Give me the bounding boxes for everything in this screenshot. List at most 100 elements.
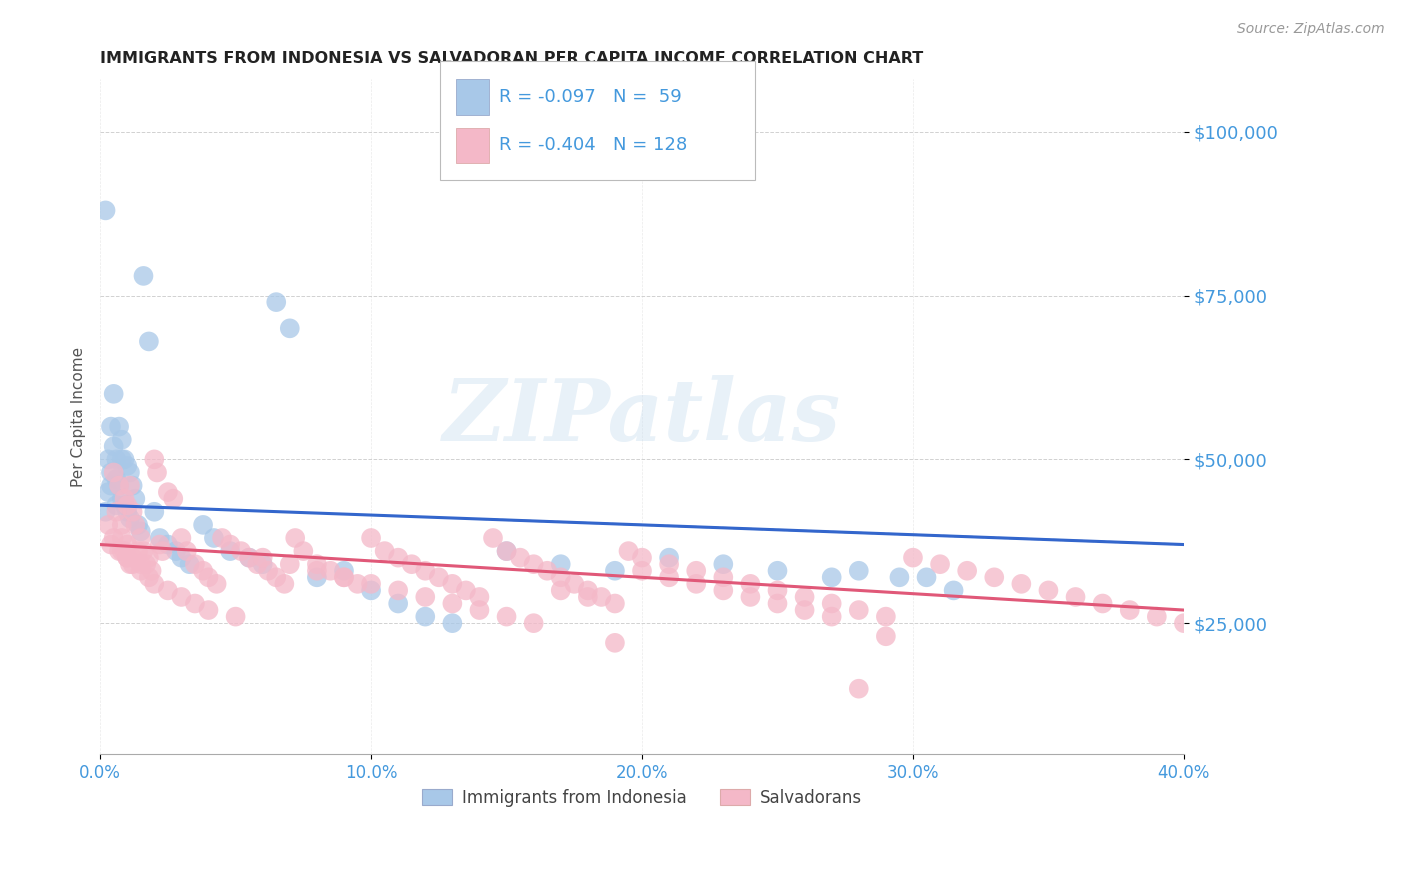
Point	[1173, 616, 1195, 631]
Point	[156, 485, 179, 500]
Point	[246, 558, 269, 572]
Point	[121, 550, 143, 565]
Point	[100, 466, 122, 480]
Point	[197, 603, 219, 617]
Point	[118, 466, 141, 480]
Point	[108, 544, 131, 558]
Point	[495, 544, 517, 558]
Text: Source: ZipAtlas.com: Source: ZipAtlas.com	[1237, 22, 1385, 37]
Point	[156, 583, 179, 598]
Point	[915, 570, 938, 584]
Point	[197, 570, 219, 584]
Text: R = -0.097   N =  59: R = -0.097 N = 59	[499, 88, 682, 106]
Point	[413, 609, 436, 624]
Point	[219, 537, 242, 551]
Point	[889, 570, 911, 584]
Point	[292, 544, 315, 558]
Point	[983, 570, 1005, 584]
Point	[454, 583, 477, 598]
Point	[929, 558, 952, 572]
Point	[100, 478, 122, 492]
Point	[523, 558, 546, 572]
Point	[165, 544, 187, 558]
Point	[205, 577, 228, 591]
Point	[1119, 603, 1142, 617]
Point	[658, 550, 681, 565]
Point	[848, 603, 870, 617]
Text: R = -0.404   N = 128: R = -0.404 N = 128	[499, 136, 688, 154]
Point	[111, 517, 134, 532]
Point	[121, 505, 143, 519]
Point	[114, 544, 136, 558]
Point	[170, 531, 193, 545]
Point	[1010, 577, 1032, 591]
Point	[482, 531, 505, 545]
Point	[875, 609, 897, 624]
Point	[550, 558, 572, 572]
Point	[97, 517, 120, 532]
Point	[111, 491, 134, 506]
Y-axis label: Per Capita Income: Per Capita Income	[72, 347, 86, 487]
Point	[495, 609, 517, 624]
Point	[278, 321, 301, 335]
Point	[115, 498, 138, 512]
Point	[115, 550, 138, 565]
Point	[141, 564, 163, 578]
Point	[191, 564, 214, 578]
Point	[121, 478, 143, 492]
Point	[509, 550, 531, 565]
Point	[793, 603, 815, 617]
Point	[115, 550, 138, 565]
Point	[170, 550, 193, 565]
Point	[441, 616, 464, 631]
Point	[711, 558, 734, 572]
Point	[468, 603, 491, 617]
Point	[333, 570, 356, 584]
Point	[132, 544, 155, 558]
Text: ZIPatlas: ZIPatlas	[443, 375, 841, 458]
Point	[387, 597, 409, 611]
Point	[132, 268, 155, 283]
Point	[550, 570, 572, 584]
Point	[111, 433, 134, 447]
Point	[103, 466, 125, 480]
Point	[658, 558, 681, 572]
Point	[766, 597, 789, 611]
Point	[211, 531, 233, 545]
Point	[413, 564, 436, 578]
Point	[360, 531, 382, 545]
Point	[105, 472, 128, 486]
Point	[219, 544, 242, 558]
Point	[105, 505, 128, 519]
Point	[278, 558, 301, 572]
Point	[766, 583, 789, 598]
Point	[257, 564, 280, 578]
Point	[129, 564, 152, 578]
Point	[523, 616, 546, 631]
Point	[103, 387, 125, 401]
Point	[238, 550, 260, 565]
Point	[793, 590, 815, 604]
Point	[576, 583, 599, 598]
Point	[441, 577, 464, 591]
Point	[360, 577, 382, 591]
Point	[401, 558, 423, 572]
Point	[821, 597, 844, 611]
Point	[138, 570, 160, 584]
Legend: Immigrants from Indonesia, Salvadorans: Immigrants from Indonesia, Salvadorans	[415, 782, 869, 814]
Point	[1146, 609, 1168, 624]
Point	[536, 564, 558, 578]
Point	[97, 452, 120, 467]
Point	[1064, 590, 1087, 604]
Point	[848, 564, 870, 578]
Point	[495, 544, 517, 558]
Point	[170, 590, 193, 604]
Point	[114, 498, 136, 512]
Point	[103, 531, 125, 545]
Point	[346, 577, 368, 591]
Point	[603, 636, 626, 650]
Point	[111, 544, 134, 558]
Point	[413, 590, 436, 604]
Point	[124, 517, 146, 532]
Point	[956, 564, 979, 578]
